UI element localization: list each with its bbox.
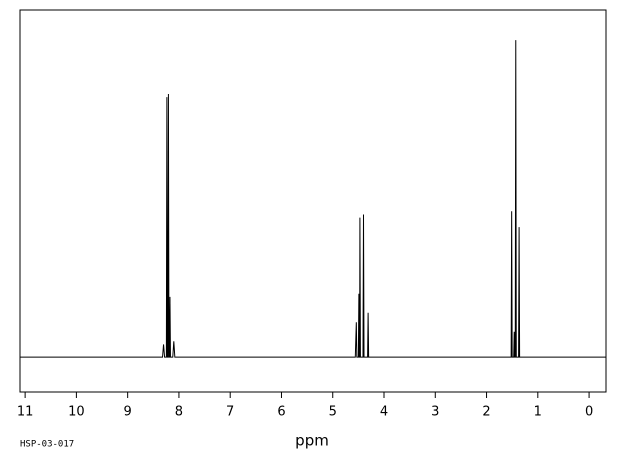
x-tick-label: 8 [175,405,183,420]
x-tick-label: 11 [17,405,34,420]
x-axis-label: ppm [295,432,329,450]
x-tick-label: 9 [124,405,132,420]
x-tick-label: 5 [329,405,337,420]
x-tick-label: 6 [277,405,285,420]
x-tick-label: 1 [534,405,542,420]
x-tick-label: 10 [68,405,85,420]
spectrum-line [20,40,606,358]
x-tick-label: 0 [585,405,593,420]
x-tick-label: 3 [431,405,439,420]
x-tick-label: 2 [482,405,490,420]
plot-frame [19,9,607,393]
sample-id: HSP-03-017 [20,440,74,450]
x-tick-label: 4 [380,405,388,420]
x-tick-label: 7 [226,405,234,420]
